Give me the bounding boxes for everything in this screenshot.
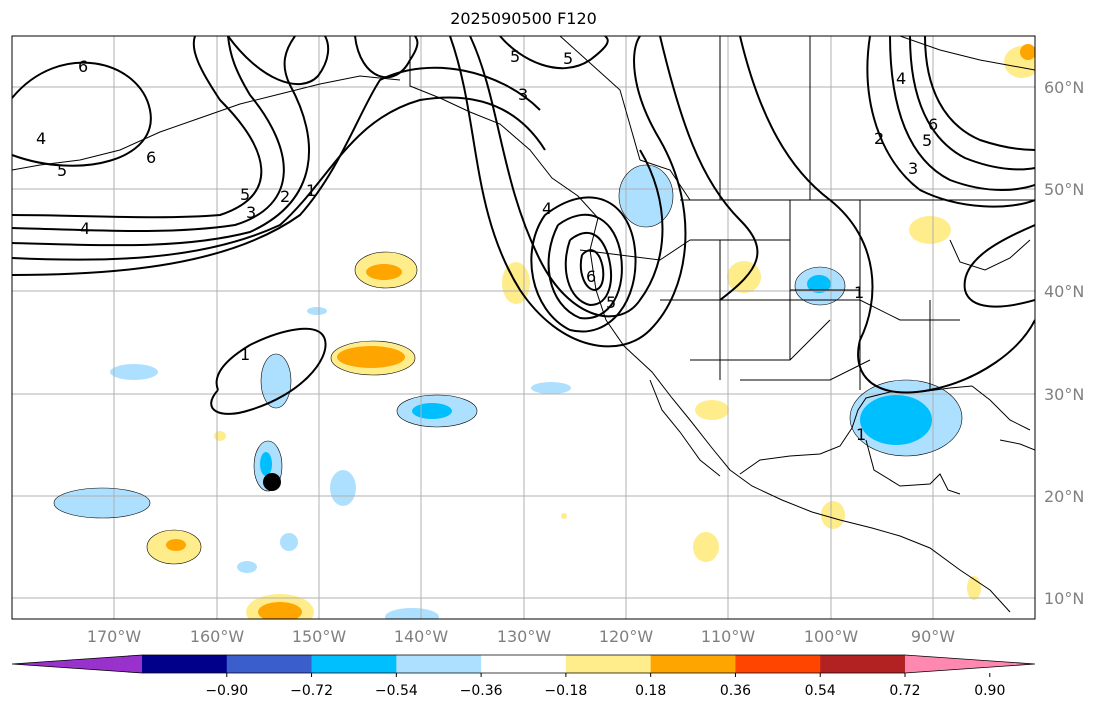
contour-label: 1 (306, 181, 316, 200)
lat-label: 30°N (1044, 385, 1084, 404)
contour-label: 5 (563, 49, 573, 68)
colorbar-tick-label: −0.54 (375, 683, 418, 699)
lon-label: 130°W (497, 627, 552, 646)
lat-label: 50°N (1044, 180, 1084, 199)
colorbar-segment (142, 655, 228, 673)
contour-label: 1 (854, 283, 864, 302)
contour-label: 4 (542, 199, 552, 218)
colorbar-extend-max (905, 655, 1035, 673)
lon-label: 100°W (804, 627, 859, 646)
map-frame (11, 35, 1036, 620)
lon-label: 170°W (87, 627, 142, 646)
colorbar-segment (396, 655, 482, 673)
lon-label: 160°W (190, 627, 245, 646)
colorbar-tick-label: 0.72 (889, 683, 920, 699)
contour-label: 5 (922, 131, 932, 150)
map-title: 2025090500 F120 (450, 9, 597, 28)
contour-label: 5 (57, 161, 67, 180)
colorbar-extend-min (12, 655, 142, 673)
colorbar-segment (565, 655, 652, 673)
lon-label: 120°W (599, 627, 654, 646)
contour-label: 2 (280, 187, 290, 206)
colorbar-tick-label: −0.72 (290, 683, 333, 699)
contour-label: 4 (80, 219, 90, 238)
contour-label: 6 (78, 57, 88, 76)
lon-label: 150°W (292, 627, 347, 646)
colorbar-segment (650, 655, 736, 673)
contour-label: 6 (146, 148, 156, 167)
contour-label: 6 (586, 267, 596, 286)
colorbar-segment (735, 655, 821, 673)
contour-label: 1 (856, 425, 866, 444)
colorbar-tick-label: 0.90 (974, 683, 1005, 699)
contour-label: 5 (606, 293, 616, 312)
lon-label: 110°W (701, 627, 756, 646)
lon-label: 140°W (394, 627, 449, 646)
contour-label: 1 (240, 345, 250, 364)
contour-label: 4 (36, 129, 46, 148)
latitude-labels: 60°N 50°N 40°N 30°N 20°N 10°N (1044, 78, 1084, 608)
colorbar-segment (226, 655, 313, 673)
colorbar-segment (311, 655, 397, 673)
contour-label: 3 (518, 85, 528, 104)
colorbar-tick-label: −0.36 (460, 683, 503, 699)
shading-outlines (53, 164, 963, 565)
colorbar (11, 654, 1036, 674)
colorbar-tick-label: −0.18 (544, 683, 587, 699)
colorbar-tick-label: 0.54 (805, 683, 836, 699)
colorbar-tick-label: 0.18 (635, 683, 666, 699)
lat-label: 60°N (1044, 78, 1084, 97)
height-contours (12, 36, 1035, 415)
location-marker-dot (263, 473, 281, 491)
contour-labels: 6 4 5 6 5 3 2 1 4 1 3 5 5 4 6 5 2 3 6 5 … (36, 47, 938, 444)
contour-label: 2 (874, 129, 884, 148)
contour-label: 4 (896, 69, 906, 88)
lat-label: 40°N (1044, 282, 1084, 301)
colorbar-outline (11, 654, 1036, 674)
contour-label: 5 (240, 185, 250, 204)
contour-label: 6 (928, 115, 938, 134)
shaded-anomalies (54, 44, 1035, 619)
lat-label: 10°N (1044, 589, 1084, 608)
contour-label: 3 (246, 203, 256, 222)
colorbar-segment (820, 655, 906, 673)
colorbar-tick-label: 0.36 (720, 683, 751, 699)
graticule (12, 36, 1035, 619)
contour-label: 5 (510, 47, 520, 66)
colorbar-ticks: −0.90 −0.72 −0.54 −0.36 −0.18 0.18 0.36 0.54 0.7… (205, 673, 1005, 699)
colorbar-segment (481, 655, 567, 673)
colorbar-tick-label: −0.90 (205, 683, 248, 699)
contour-label: 3 (908, 159, 918, 178)
lon-label: 90°W (911, 627, 955, 646)
longitude-labels: 170°W 160°W 150°W 140°W 130°W 120°W 110°… (87, 627, 955, 646)
lat-label: 20°N (1044, 487, 1084, 506)
